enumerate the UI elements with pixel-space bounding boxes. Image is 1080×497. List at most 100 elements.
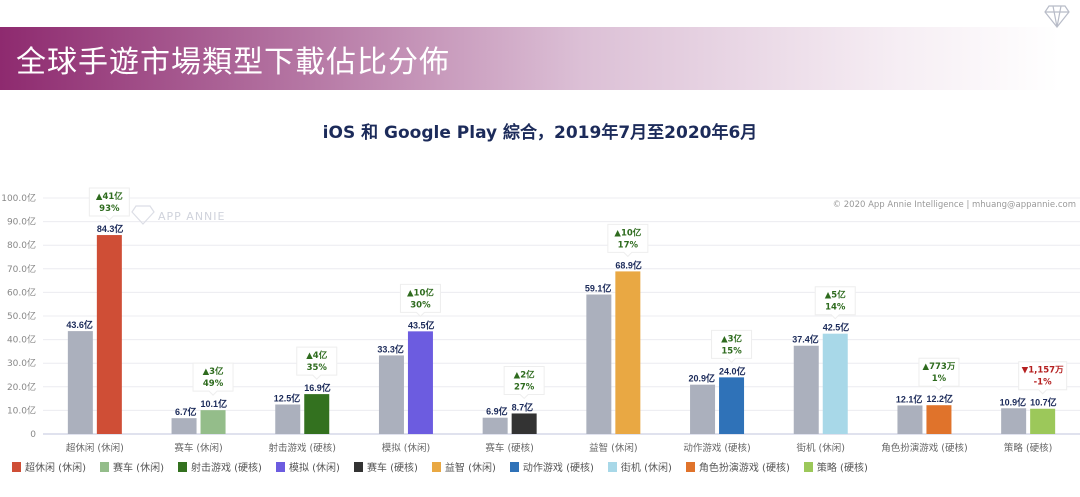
bar-previous [482, 417, 508, 434]
bar-previous [171, 418, 197, 434]
legend-swatch [99, 461, 109, 472]
legend-swatch [275, 461, 285, 472]
change-pct: 27% [514, 382, 535, 392]
bar-current [719, 377, 745, 434]
data-label: 59.1亿 [585, 283, 612, 294]
change-abs: ▲773万 [923, 362, 956, 372]
data-label: 43.6亿 [66, 319, 93, 330]
legend-swatch [353, 461, 363, 472]
bar-current [1030, 408, 1056, 434]
y-tick-label: 100.0亿 [1, 192, 36, 204]
legend-item[interactable]: 动作游戏 (硬核) [509, 459, 594, 474]
change-callout [607, 223, 649, 258]
legend-item[interactable]: 益智 (休闲) [431, 459, 496, 474]
legend-item[interactable]: 策略 (硬核) [803, 459, 868, 474]
bar-current [200, 410, 226, 434]
legend-label: 射击游戏 (硬核) [190, 463, 262, 474]
legend-item[interactable]: 超休闲 (休闲) [12, 459, 86, 474]
y-tick-label: 0 [30, 430, 36, 440]
legend-swatch [509, 461, 519, 472]
data-label: 84.3亿 [97, 223, 124, 234]
change-callout [88, 187, 130, 221]
data-label: 6.9亿 [486, 406, 508, 417]
bar-previous [897, 405, 923, 434]
legend-item[interactable]: 赛车 (休闲) [99, 459, 164, 474]
data-label: 33.3亿 [377, 343, 404, 354]
data-label: 10.1亿 [201, 398, 228, 409]
x-tick-label: 益智 (休闲) [589, 442, 637, 454]
legend-swatch [431, 461, 441, 472]
legend-item[interactable]: 街机 (休闲) [607, 459, 672, 474]
data-label: 68.9亿 [615, 259, 642, 270]
legend-label: 动作游戏 (硬核) [522, 463, 594, 474]
legend-item[interactable]: 赛车 (硬核) [353, 459, 418, 474]
data-label: 16.9亿 [304, 382, 331, 393]
watermark-diamond-icon [131, 205, 155, 225]
change-abs: ▲2亿 [514, 369, 535, 380]
change-callout [192, 362, 234, 396]
change-pct: 35% [307, 363, 328, 373]
bar-previous [690, 384, 716, 434]
change-callout [814, 286, 856, 320]
legend-label: 益智 (休闲) [444, 463, 496, 474]
bar-previous [1001, 408, 1027, 434]
bar-current [822, 333, 848, 434]
page-title: 全球手遊市場類型下載佔比分佈 [16, 45, 450, 80]
data-label: 12.1亿 [896, 393, 923, 404]
legend: 超休闲 (休闲) 赛车 (休闲) 射击游戏 (硬核) 模拟 (休闲) 赛车 (硬核) 益智… [12, 459, 868, 474]
change-abs: ▲4亿 [306, 350, 327, 361]
legend-label: 街机 (休闲) [620, 463, 672, 474]
bar-previous [275, 404, 301, 434]
x-tick-label: 赛车 (硬核) [485, 442, 533, 454]
change-abs: ▲10亿 [407, 287, 434, 298]
x-tick-label: 模拟 (休闲) [382, 442, 430, 454]
y-tick-label: 90.0亿 [7, 216, 36, 228]
change-pct: -1% [1034, 378, 1052, 388]
change-abs: ▲5亿 [825, 290, 846, 301]
x-tick-label: 角色扮演游戏 (硬核) [881, 442, 967, 454]
legend-label: 策略 (硬核) [816, 463, 868, 474]
data-label: 10.9亿 [1000, 396, 1027, 407]
y-tick-label: 10.0亿 [7, 404, 36, 416]
x-tick-label: 策略 (硬核) [1004, 442, 1052, 454]
change-pct: 14% [825, 303, 846, 313]
legend-item[interactable]: 射击游戏 (硬核) [177, 459, 262, 474]
bar-current [615, 271, 641, 434]
change-abs: ▼1,157万 [1022, 366, 1064, 376]
change-abs: ▲41亿 [96, 191, 123, 202]
bar-previous [67, 331, 93, 434]
legend-label: 超休闲 (休闲) [25, 463, 86, 474]
change-abs: ▲10亿 [614, 227, 641, 238]
bar-previous [586, 294, 612, 434]
legend-item[interactable]: 模拟 (休闲) [275, 459, 340, 474]
legend-swatch [685, 461, 695, 472]
title-band: 全球手遊市場類型下載佔比分佈 [0, 27, 1060, 90]
legend-item[interactable]: 角色扮演游戏 (硬核) [685, 459, 790, 474]
diamond-logo-icon [1044, 5, 1070, 28]
y-tick-label: 70.0亿 [7, 263, 36, 275]
change-callout [711, 329, 753, 364]
y-tick-label: 40.0亿 [7, 334, 36, 346]
bar-chart: 0 10.0亿 20.0亿 30.0亿 40.0亿 50.0亿 60.0亿 70.0亿 80.0… [1, 187, 1080, 454]
change-callout [296, 346, 338, 380]
data-label: 8.7亿 [512, 401, 534, 412]
bar-previous [793, 345, 819, 434]
change-pct: 15% [721, 346, 742, 356]
change-abs: ▲3亿 [721, 333, 742, 344]
y-tick-label: 80.0亿 [7, 239, 36, 251]
data-label: 12.5亿 [274, 393, 301, 404]
data-label: 37.4亿 [792, 334, 819, 345]
change-callout [918, 357, 960, 391]
change-callout [1018, 361, 1068, 395]
legend-swatch [177, 461, 187, 472]
y-tick-label: 60.0亿 [7, 286, 36, 298]
change-pct: 17% [618, 240, 639, 250]
change-pct: 93% [99, 204, 120, 214]
change-abs: ▲3亿 [203, 366, 224, 377]
data-label: 10.7亿 [1030, 397, 1057, 408]
bar-current [304, 394, 330, 434]
x-tick-label: 动作游戏 (硬核) [683, 442, 750, 454]
y-tick-label: 50.0亿 [7, 310, 36, 322]
legend-swatch [607, 461, 617, 472]
legend-label: 模拟 (休闲) [288, 463, 340, 474]
